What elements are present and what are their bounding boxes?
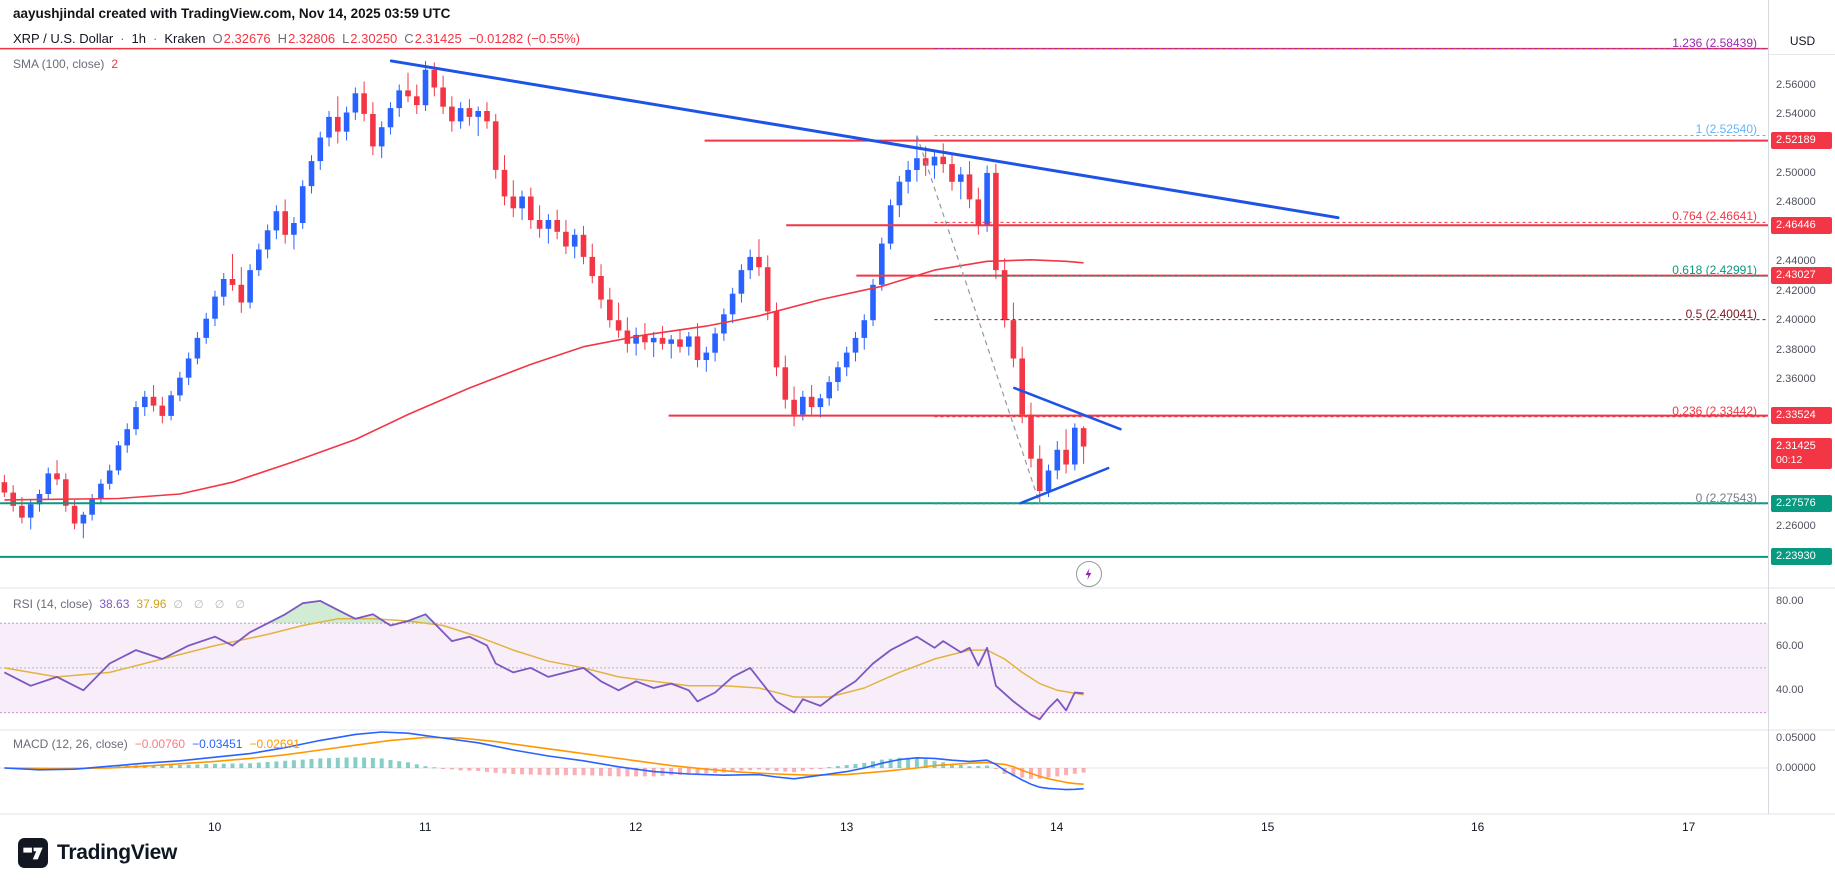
current-price-value: 2.31425 — [1776, 440, 1816, 452]
macd-legend[interactable]: MACD (12, 26, close) −0.00760 −0.03451 −… — [13, 737, 300, 751]
sma-value: 2 — [111, 57, 119, 71]
rsi-axis-tick: 60.00 — [1776, 640, 1804, 652]
price-level-badge: 2.27576 — [1771, 495, 1832, 512]
price-tick: 2.40000 — [1776, 314, 1816, 326]
time-label: 13 — [840, 820, 854, 834]
macd-axis-tick: 0.00000 — [1776, 762, 1816, 774]
rsi-axis-tick: 80.00 — [1776, 595, 1804, 607]
price-level-badge: 2.33524 — [1771, 407, 1832, 424]
ohlc-close: C 2.31425 — [404, 31, 462, 46]
exchange-label: Kraken — [164, 31, 206, 46]
price-level-badge: 2.43027 — [1771, 267, 1832, 284]
axis-currency-label[interactable]: USD — [1769, 34, 1835, 55]
price-tick: 2.44000 — [1776, 255, 1816, 267]
time-label: 11 — [419, 820, 432, 834]
lightning-marker-button[interactable] — [1076, 561, 1102, 587]
time-label: 16 — [1471, 820, 1485, 834]
bar-countdown: 00:12 — [1776, 454, 1803, 466]
rsi-axis-tick: 40.00 — [1776, 684, 1804, 696]
time-axis[interactable]: 10 11 12 13 14 15 16 17 — [0, 814, 1768, 844]
footer-brand[interactable]: TradingView — [18, 838, 177, 868]
price-tick: 2.26000 — [1776, 520, 1816, 532]
macd-signal-value: −0.02691 — [249, 737, 300, 751]
tradingview-logo-icon — [18, 838, 48, 868]
price-level-badge: 2.46446 — [1771, 217, 1832, 234]
rsi-value: 38.63 — [99, 597, 130, 611]
time-label: 15 — [1261, 820, 1275, 834]
symbol-title[interactable]: XRP / U.S. Dollar — [13, 31, 114, 46]
interval-label[interactable]: 1h — [131, 31, 146, 46]
price-tick: 2.36000 — [1776, 373, 1816, 385]
macd-axis-tick: 0.05000 — [1776, 732, 1816, 744]
tradingview-wordmark: TradingView — [57, 841, 178, 864]
price-tick: 2.48000 — [1776, 196, 1816, 208]
ohlc-high: H 2.32806 — [277, 31, 336, 46]
rsi-ma-value: 37.96 — [136, 597, 167, 611]
price-tick: 2.42000 — [1776, 285, 1816, 297]
current-price-badge: 2.31425 00:12 — [1771, 438, 1832, 469]
chart-legend: XRP / U.S. Dollar · 1h · Kraken O 2.32676… — [13, 31, 580, 46]
rsi-label: RSI (14, close) — [13, 597, 93, 611]
macd-value: −0.03451 — [192, 737, 243, 751]
separator-dot: · — [153, 31, 158, 46]
macd-label: MACD (12, 26, close) — [13, 737, 128, 751]
ohlc-low: L 2.30250 — [342, 31, 398, 46]
sma-legend[interactable]: SMA (100, close) 2 — [13, 57, 118, 71]
price-level-badge: 2.23930 — [1771, 548, 1832, 565]
price-tick: 2.38000 — [1776, 344, 1816, 356]
rsi-toggle-icons[interactable]: ∅ ∅ ∅ ∅ — [173, 598, 249, 611]
price-axis[interactable]: USD 2.56000 2.54000 2.50000 2.48000 2.44000 2… — [1768, 0, 1835, 814]
time-label: 17 — [1682, 820, 1696, 834]
change-label: −0.01282 (−0.55%) — [468, 31, 580, 46]
separator-dot: · — [120, 31, 125, 46]
price-tick: 2.54000 — [1776, 108, 1816, 120]
macd-hist-value: −0.00760 — [134, 737, 186, 751]
attribution-text: aayushjindal created with TradingView.co… — [13, 6, 451, 21]
time-label: 10 — [208, 820, 222, 834]
sma-label: SMA (100, close) — [13, 57, 105, 71]
rsi-legend[interactable]: RSI (14, close) 38.63 37.96 ∅ ∅ ∅ ∅ — [13, 597, 249, 611]
ohlc-open: O 2.32676 — [212, 31, 271, 46]
time-label: 12 — [629, 820, 643, 834]
price-tick: 2.50000 — [1776, 167, 1816, 179]
time-label: 14 — [1050, 820, 1064, 834]
lightning-icon — [1085, 568, 1092, 580]
price-tick: 2.56000 — [1776, 79, 1816, 91]
price-level-badge: 2.52189 — [1771, 132, 1832, 149]
